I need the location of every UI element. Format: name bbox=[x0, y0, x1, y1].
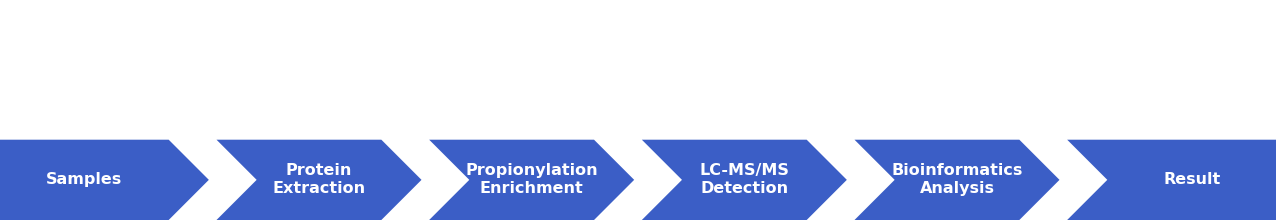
Polygon shape bbox=[1067, 140, 1276, 220]
Text: Propionylation
Enrichment: Propionylation Enrichment bbox=[466, 163, 598, 196]
Polygon shape bbox=[429, 140, 634, 220]
Polygon shape bbox=[217, 140, 421, 220]
Text: Result: Result bbox=[1162, 172, 1220, 187]
Polygon shape bbox=[642, 140, 847, 220]
Polygon shape bbox=[855, 140, 1059, 220]
Polygon shape bbox=[0, 140, 209, 220]
Text: Protein
Extraction: Protein Extraction bbox=[273, 163, 365, 196]
Text: Bioinformatics
Analysis: Bioinformatics Analysis bbox=[892, 163, 1022, 196]
Text: LC-MS/MS
Detection: LC-MS/MS Detection bbox=[699, 163, 790, 196]
Text: Samples: Samples bbox=[46, 172, 122, 187]
